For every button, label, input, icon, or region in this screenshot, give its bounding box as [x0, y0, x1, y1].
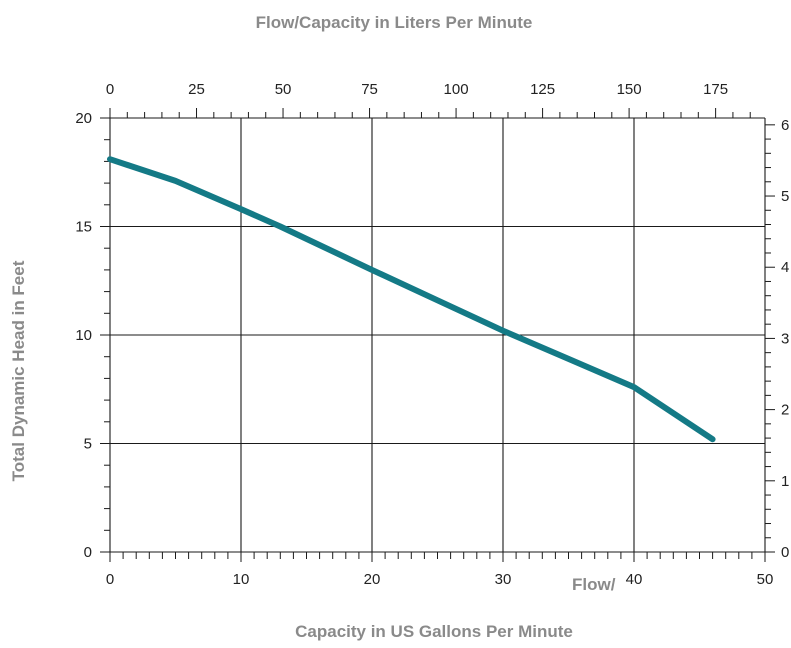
right-tick-label: 4 [781, 259, 789, 276]
left-tick-label: 5 [84, 436, 92, 453]
bottom-tick-label: 20 [364, 571, 381, 588]
top-tick-label: 175 [703, 81, 728, 98]
right-tick-label: 3 [781, 330, 789, 347]
top-axis-title: Flow/Capacity in Liters Per Minute [256, 13, 533, 32]
bottom-tick-label: 50 [757, 571, 774, 588]
top-tick-label: 50 [275, 81, 292, 98]
left-axis-title: Total Dynamic Head in Feet [9, 260, 28, 481]
left-tick-label: 0 [84, 544, 92, 561]
top-tick-label: 100 [444, 81, 469, 98]
top-tick-label: 25 [188, 81, 205, 98]
performance-curve [107, 156, 716, 443]
top-tick-label: 0 [106, 81, 114, 98]
bottom-tick-label: 0 [106, 571, 114, 588]
bottom-tick-label: 10 [233, 571, 250, 588]
bottom-tick-label: 40 [626, 571, 643, 588]
series-layer [107, 156, 716, 443]
top-tick-label: 150 [617, 81, 642, 98]
tick-layer [100, 108, 775, 562]
left-tick-label: 10 [75, 327, 92, 344]
bottom-axis-prefix: Flow/ [572, 575, 616, 594]
top-tick-label: 75 [361, 81, 378, 98]
right-tick-label: 6 [781, 117, 789, 134]
bottom-tick-label: 30 [495, 571, 512, 588]
left-tick-label: 15 [75, 219, 92, 236]
bottom-axis-title: Capacity in US Gallons Per Minute [295, 622, 573, 641]
right-tick-label: 2 [781, 402, 789, 419]
right-tick-label: 0 [781, 544, 789, 561]
right-tick-label: 5 [781, 188, 789, 205]
right-tick-label: 1 [781, 473, 789, 490]
left-tick-label: 20 [75, 110, 92, 127]
grid-layer [109, 117, 766, 553]
top-tick-label: 125 [530, 81, 555, 98]
